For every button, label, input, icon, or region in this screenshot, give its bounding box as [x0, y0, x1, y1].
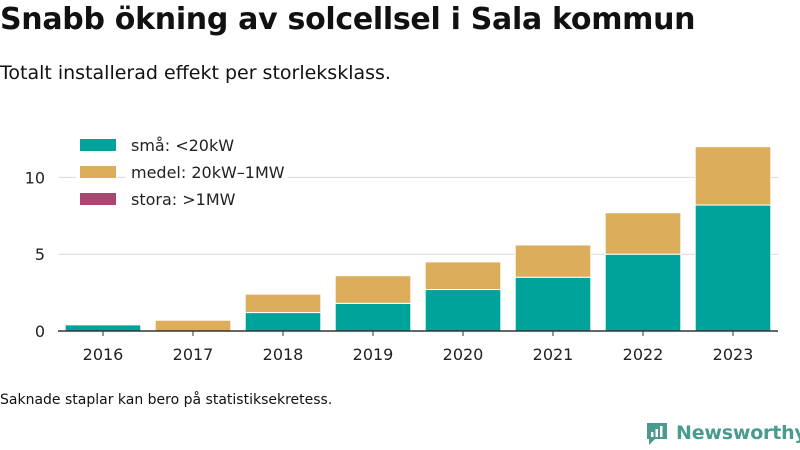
legend: små: <20kW medel: 20kW–1MW stora: >1MW: [76, 133, 288, 211]
chart-subtitle: Totalt installerad effekt per storlekskl…: [0, 62, 391, 84]
x-tick-label: 2017: [173, 345, 214, 364]
footnote: Saknade staplar kan bero på statistiksek…: [0, 392, 333, 408]
bar-2016-series-0: [64, 324, 142, 332]
legend-label: medel: 20kW–1MW: [131, 163, 285, 182]
bar-2020-series-1: [424, 261, 502, 291]
x-tick-label: 2020: [443, 345, 484, 364]
newsworthy-logo: Newsworthy: [644, 420, 800, 446]
legend-label-bg: [126, 133, 238, 157]
bar-2021-series-0: [514, 276, 592, 332]
legend-swatch: [80, 193, 116, 205]
x-tick-label: 2022: [623, 345, 664, 364]
x-tick-label: 2019: [353, 345, 394, 364]
bar-2018-series-1: [244, 293, 322, 314]
y-tick-label: 0: [35, 322, 45, 341]
x-tick-label: 2016: [83, 345, 124, 364]
x-axis: 2016 2017 2018 2019 2020 2021 2022 2023: [58, 330, 778, 364]
bar-2023-series-1: [694, 146, 772, 206]
brand-name: Newsworthy: [676, 422, 800, 444]
y-axis: 0 5 10: [25, 168, 45, 341]
y-tick-label: 10: [25, 168, 45, 187]
bar-chart: 0 5 10 2016 2017 2018 2019 2020 2021 2022 2023 sm…: [24, 133, 778, 364]
y-tick-label: 5: [35, 245, 45, 264]
legend-swatch: [80, 166, 116, 178]
bar-2022-series-1: [604, 212, 682, 255]
x-tick-label: 2023: [713, 345, 754, 364]
bar-2023-series-0: [694, 204, 772, 332]
chart-title: Snabb ökning av solcellsel i Sala kommun: [0, 2, 696, 37]
x-tick-label: 2018: [263, 345, 304, 364]
bar-2019-series-1: [334, 275, 412, 304]
bars: [64, 146, 772, 332]
bar-2021-series-1: [514, 244, 592, 278]
legend-label-bg: [126, 187, 239, 211]
bar-2017-series-1: [154, 319, 232, 332]
x-tick-label: 2021: [533, 345, 574, 364]
legend-swatch: [80, 139, 116, 151]
legend-label: stora: >1MW: [131, 190, 236, 209]
legend-label-bg: [126, 160, 288, 184]
legend-label: små: <20kW: [131, 136, 234, 155]
bar-2020-series-0: [424, 289, 502, 332]
bar-2019-series-0: [334, 302, 412, 332]
bar-2022-series-0: [604, 253, 682, 332]
bar-2018-series-0: [244, 312, 322, 332]
newsworthy-icon: [647, 423, 667, 445]
